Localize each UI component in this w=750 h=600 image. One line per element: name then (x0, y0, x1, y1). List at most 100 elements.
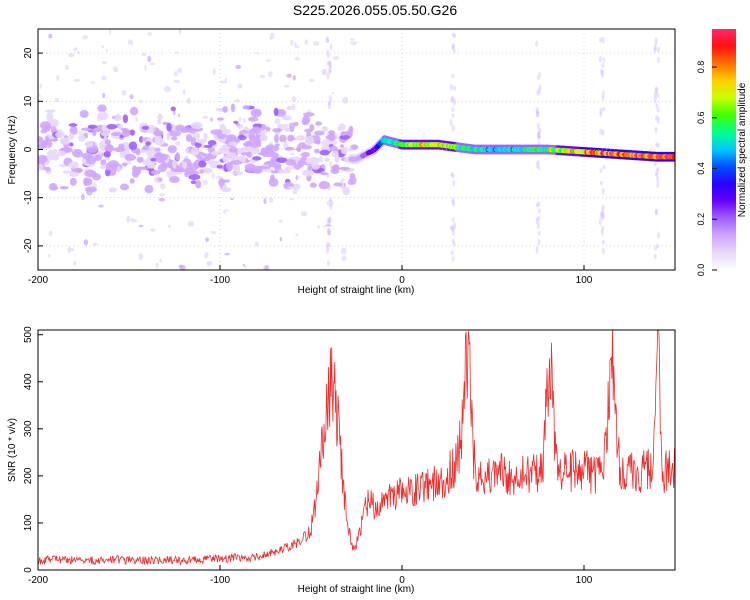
spectrogram-noise-cell (308, 78, 315, 83)
spectrogram-band-cell (168, 130, 181, 137)
colorbar-tick-label: 0.0 (696, 264, 706, 277)
spectrogram-noise-cell (332, 56, 340, 61)
spectrogram-noise-cell (321, 37, 325, 45)
spectrogram-noise-cell (150, 221, 155, 229)
spectrogram-noise-cell (397, 233, 404, 238)
spectrogram-band-cell (175, 141, 181, 146)
spectrogram-noise-cell (216, 171, 222, 174)
spectrogram-noise-cell (124, 235, 132, 238)
spectrogram-streak-cell (535, 107, 539, 113)
spectrogram-streak-cell (451, 197, 455, 205)
spectrogram-noise-cell (174, 51, 179, 54)
spectrogram-streak-cell (537, 131, 541, 138)
spectrogram-band-cell (228, 146, 238, 153)
spectrogram-band-cell (302, 112, 315, 117)
spectrogram-band-cell (140, 166, 149, 171)
spectrogram-band-cell (118, 143, 125, 150)
spectrogram-streak-cell (451, 238, 455, 244)
spectrogram-band-cell (222, 154, 230, 163)
spectrogram-noise-cell (161, 233, 167, 240)
spectrogram-noise-cell (235, 264, 241, 270)
spectrogram-noise-cell (321, 95, 327, 98)
spectrogram-noise-cell (233, 46, 238, 50)
spectrogram-noise-cell (121, 89, 127, 96)
spectrogram-noise-cell (481, 255, 487, 262)
spectrogram-x-tick-label: 0 (399, 275, 405, 286)
spectrogram-streak-cell (538, 128, 542, 133)
spectrogram-noise-cell (505, 131, 509, 138)
spectrogram-band-cell (270, 174, 275, 183)
spectrogram-streak-cell (538, 71, 542, 78)
spectrogram-streak-cell (598, 218, 602, 226)
spectrogram-noise-cell (209, 191, 217, 197)
spectrogram-streak-cell (326, 260, 330, 267)
spectrogram-noise-cell (321, 69, 327, 76)
spectrogram-band-cell (170, 106, 176, 112)
spectrogram-y-ticks: -20 -10 0 10 20 (23, 47, 43, 253)
spectrogram-band-cell (284, 128, 291, 133)
spectrogram-noise-cell (259, 159, 267, 163)
spectrogram-streak-cell (328, 60, 332, 67)
spectrogram-noise-cell (326, 110, 331, 116)
snr-y-tick-label: 100 (23, 514, 34, 531)
spectrogram-noise-cell (315, 110, 322, 118)
spectrogram-streak-cell (655, 243, 659, 249)
spectrogram-noise-cell (297, 176, 302, 179)
spectrogram-streak-cell (602, 57, 606, 63)
spectrogram-band-cell (94, 154, 102, 162)
spectrogram-streak-cell (601, 204, 605, 210)
spectrogram-noise-cell (38, 93, 42, 96)
spectrogram-noise-cell (155, 262, 159, 268)
spectrogram-streak-cell (601, 207, 605, 212)
spectrogram-band-cell (220, 146, 231, 152)
spectrogram-band-cell (87, 124, 98, 129)
spectrogram-noise-cell (69, 256, 73, 264)
spectrogram-noise-cell (98, 204, 104, 208)
spectrogram-noise-cell (238, 116, 242, 123)
spectrogram-noise-cell (455, 240, 461, 246)
spectrogram-band-cell (319, 149, 330, 156)
spectrogram-band-cell (315, 121, 322, 126)
spectrogram-streak-cell (329, 202, 333, 210)
spectrogram-band-cell (242, 105, 250, 110)
spectrogram-noise-cell (153, 95, 161, 100)
spectrogram-noise-cell (220, 69, 225, 73)
spectrogram-band-cell (157, 163, 167, 173)
spectrogram-streak-cell (536, 110, 540, 118)
spectrogram-band-cell (338, 166, 351, 171)
spectrogram-streak-cell (450, 171, 454, 178)
spectrogram-noise-cell (163, 86, 171, 93)
colorbar-gradient (712, 29, 736, 270)
spectrogram-band-cell (348, 148, 353, 152)
spectrogram-streak-cell (602, 106, 606, 112)
spectrogram-noise-cell (241, 88, 248, 95)
spectrogram-noise-cell (101, 258, 109, 263)
spectrogram-noise-cell (126, 215, 131, 223)
spectrogram-streak-cell (451, 113, 455, 118)
spectrogram-noise-cell (345, 108, 348, 116)
spectrogram-noise-cell (647, 240, 655, 247)
spectrogram-band-cell (283, 141, 288, 149)
spectrogram-streak-cell (537, 215, 541, 222)
spectrogram-noise-cell (127, 171, 132, 176)
spectrogram-noise-cell (242, 264, 246, 267)
spectrogram-band-cell (168, 176, 180, 184)
spectrogram-noise-cell (158, 197, 166, 202)
spectrogram-noise-cell (77, 81, 80, 84)
snr-y-tick-label: 500 (23, 326, 34, 343)
spectrogram-band-cell (278, 168, 290, 174)
spectrogram-noise-cell (69, 247, 75, 252)
spectrogram-noise-cell (173, 70, 178, 77)
spectrogram-noise-cell (299, 235, 305, 239)
spectrogram-band-cell (190, 121, 203, 130)
spectrogram-streak-cell (327, 101, 331, 110)
spectrogram-streak-cell (451, 32, 455, 37)
spectrogram-streak-cell (329, 161, 333, 169)
spectrogram-noise-cell (538, 157, 544, 160)
spectrogram-noise-cell (207, 262, 210, 267)
spectrogram-streak-cell (535, 109, 539, 115)
spectrogram-noise-cell (236, 176, 242, 180)
spectrogram-band-cell (234, 138, 241, 143)
spectrogram-band-cell (302, 115, 311, 125)
spectrogram-noise-cell (199, 249, 206, 256)
